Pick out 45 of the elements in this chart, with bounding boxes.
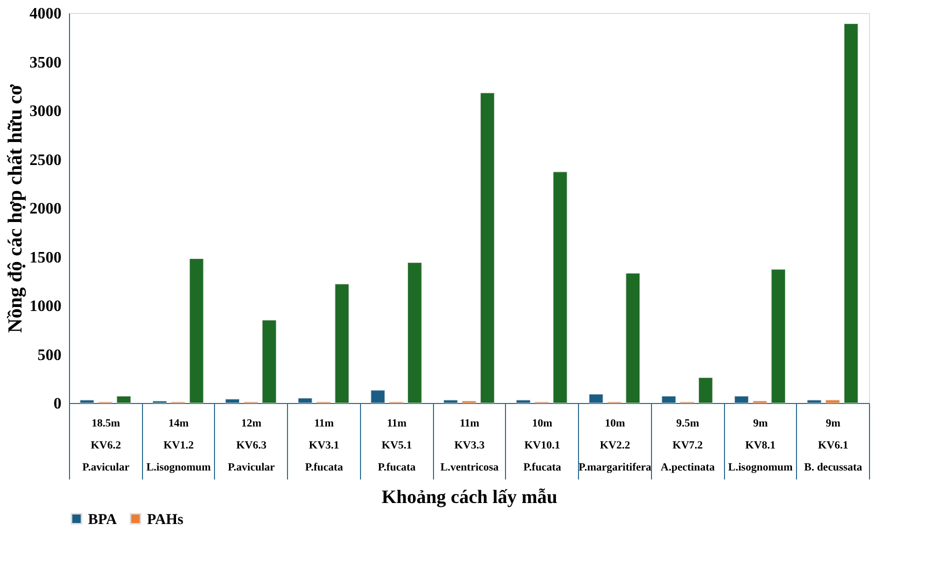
y-tick-label: 3500 [30, 54, 62, 72]
bar [698, 377, 713, 404]
y-tick-label: 1500 [30, 249, 62, 266]
x-tick-label: 11m KV3.3 L.ventricosa [440, 418, 500, 474]
bar [298, 398, 312, 404]
bar [807, 400, 822, 404]
x-tick-label: 9m KV8.1 L.isognomum [728, 418, 793, 474]
bar [80, 400, 94, 404]
bar [771, 269, 786, 404]
y-tick-label: 2500 [30, 152, 62, 169]
bar [552, 172, 568, 404]
bar [225, 398, 240, 404]
x-tick-label: 11m KV3.1 P.fucata [305, 418, 344, 474]
bar [626, 273, 640, 404]
bar [262, 320, 276, 404]
bar [334, 284, 350, 404]
legend-label: PAHs [147, 512, 184, 528]
y-tick-label: 4000 [30, 6, 62, 22]
bar [734, 396, 749, 404]
x-tick-label: 12m KV6.3 P.avicular [228, 418, 275, 474]
y-tick-label: 0 [54, 396, 62, 412]
bar [480, 92, 495, 404]
x-tick-label: 18.5m KV6.2 P.avicular [82, 418, 130, 474]
bar [370, 390, 386, 404]
bar [516, 400, 530, 404]
y-tick-label: 1000 [30, 298, 62, 315]
y-tick-label: 500 [38, 346, 62, 364]
bar [189, 258, 204, 404]
x-tick-label: 11m KV5.1 P.fucata [378, 418, 416, 474]
bar [825, 400, 840, 404]
bar [588, 394, 604, 404]
bar [116, 396, 131, 404]
bar [844, 23, 858, 404]
bar [408, 262, 422, 404]
bar [662, 396, 676, 404]
x-tick-label: 14m KV1.2 L.isognomum [146, 418, 211, 474]
bar [443, 400, 458, 404]
y-axis-title: Nồng độ các hợp chất hữu cơ [4, 84, 26, 333]
x-tick-label: 9.5m KV7.2 A.pectinata [660, 418, 716, 474]
y-tick-label: 2000 [30, 200, 62, 218]
x-tick-label: 9m KV6.1 B. decussata [804, 418, 863, 474]
x-tick-label: 10m KV10.1 P.fucata [523, 418, 562, 474]
y-tick-label: 3000 [30, 103, 62, 120]
legend-label: BPA [88, 512, 118, 528]
x-axis-title: Khoảng cách lấy mẫu [382, 487, 558, 508]
